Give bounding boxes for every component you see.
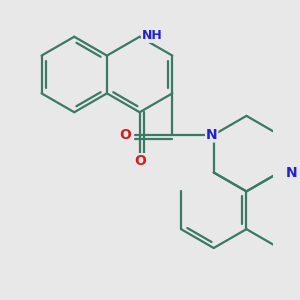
Text: N: N	[206, 128, 218, 142]
Text: O: O	[119, 128, 131, 142]
Text: N: N	[286, 166, 297, 179]
Text: NH: NH	[142, 29, 162, 42]
Text: O: O	[135, 154, 147, 168]
